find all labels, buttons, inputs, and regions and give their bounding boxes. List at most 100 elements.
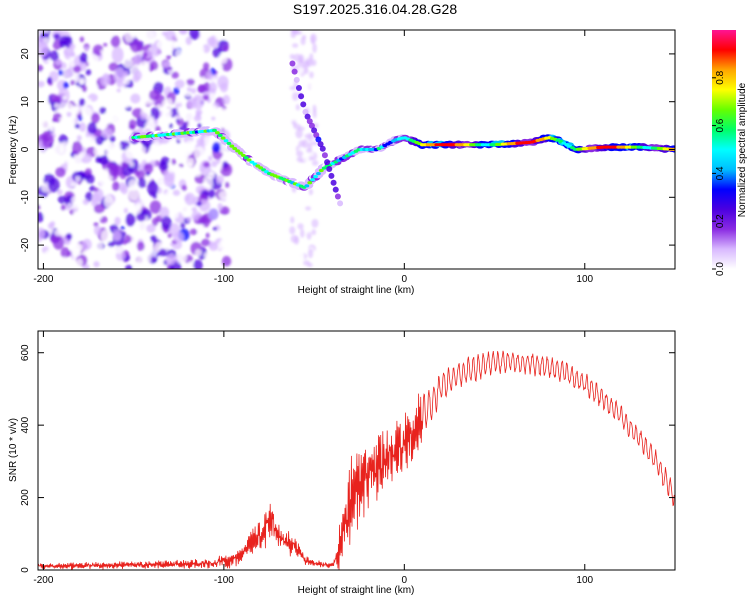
noise-blob — [103, 42, 108, 47]
colorbar-tick-label: 0.4 — [715, 166, 726, 180]
noise-blob — [62, 95, 68, 101]
noise-blob — [114, 246, 124, 254]
noise-blob — [69, 43, 76, 50]
noise-blob — [38, 195, 46, 206]
ridge-core — [217, 133, 223, 137]
noise-blob — [146, 224, 156, 233]
secondary-ridge-blob — [317, 141, 324, 148]
noise-blob — [189, 30, 200, 40]
secondary-ridge-blob — [319, 145, 326, 152]
noise-blob — [175, 119, 180, 123]
noise-blob — [299, 228, 305, 238]
noise-blob — [94, 165, 101, 171]
noise-blob — [123, 207, 128, 214]
noise-blob — [174, 79, 185, 89]
noise-blob — [63, 81, 69, 89]
noise-blob — [70, 79, 75, 86]
noise-blob — [188, 119, 195, 129]
noise-blob — [207, 155, 213, 162]
noise-blob — [177, 250, 188, 264]
y-tick-label: -20 — [20, 237, 31, 252]
noise-blob — [196, 138, 205, 145]
noise-blob — [60, 204, 66, 211]
figure-title: S197.2025.316.04.28.G28 — [292, 1, 458, 17]
y-tick-label: 200 — [20, 489, 31, 506]
noise-blob — [124, 30, 134, 43]
noise-blob — [288, 152, 293, 162]
snr-panel: -200 -100 0 100 0 200 400 600 Height of straigh… — [8, 330, 676, 596]
noise-blob — [76, 258, 83, 267]
noise-blob — [100, 89, 106, 97]
noise-blob — [185, 36, 192, 45]
noise-blob — [95, 135, 105, 146]
noise-blob — [85, 191, 93, 202]
secondary-ridge-blob — [300, 101, 307, 108]
noise-blob — [48, 177, 60, 193]
noise-blob — [290, 161, 296, 170]
noise-blob — [177, 106, 186, 113]
noise-blob — [125, 146, 136, 159]
noise-blob — [196, 201, 202, 207]
noise-blob — [290, 234, 299, 243]
ridge-core — [243, 156, 249, 160]
ridge-core — [232, 146, 238, 151]
secondary-ridge-blob — [332, 186, 339, 193]
noise-blob — [184, 192, 196, 206]
noise-blob — [186, 216, 192, 222]
noise-blob — [178, 190, 186, 200]
noise-blob — [81, 85, 88, 93]
noise-blob — [175, 48, 182, 58]
noise-blob — [71, 247, 81, 257]
x-tick-label: -200 — [33, 575, 53, 586]
noise-blob — [127, 49, 133, 54]
noise-blob — [214, 229, 223, 238]
noise-blob — [65, 125, 77, 135]
noise-blob — [182, 122, 187, 128]
noise-blob — [137, 177, 147, 189]
noise-blob — [49, 202, 60, 216]
noise-blob — [125, 264, 133, 269]
noise-blob — [150, 234, 157, 243]
secondary-ridge-blob — [306, 118, 313, 125]
noise-blob — [128, 239, 138, 250]
noise-blob — [300, 165, 306, 172]
noise-blob — [132, 74, 140, 83]
noise-blob — [218, 190, 230, 200]
secondary-ridge-blob — [311, 127, 318, 134]
noise-blob — [222, 94, 231, 105]
ridge-core — [235, 149, 240, 153]
noise-blob — [217, 64, 224, 70]
x-tick-label: 100 — [576, 274, 593, 285]
noise-blob — [108, 164, 120, 177]
noise-blob — [42, 133, 55, 149]
noise-blob — [55, 59, 63, 66]
noise-blob — [303, 82, 312, 90]
noise-blob — [128, 161, 134, 168]
noise-blob — [174, 166, 185, 180]
noise-blob — [50, 220, 56, 227]
noise-blob — [148, 89, 160, 101]
noise-blob — [193, 259, 203, 269]
noise-blob — [218, 54, 228, 64]
noise-blob — [160, 156, 170, 165]
noise-blob — [152, 217, 159, 227]
noise-blob — [309, 53, 314, 61]
noise-blob — [71, 140, 83, 156]
noise-blob — [299, 192, 307, 198]
noise-blob — [312, 237, 320, 246]
noise-blob — [87, 54, 99, 66]
noise-blob — [93, 225, 102, 236]
noise-blob — [306, 224, 311, 234]
x-tick-label: -100 — [214, 575, 234, 586]
noise-blob — [53, 33, 61, 40]
colorbar-tick-label: 0.0 — [715, 262, 726, 276]
noise-blob — [172, 189, 181, 196]
noise-blob — [85, 69, 92, 76]
noise-blob — [166, 98, 173, 107]
noise-blob — [178, 199, 186, 209]
ridge-core — [313, 175, 318, 179]
secondary-ridge-blob — [328, 172, 335, 179]
secondary-ridge-blob — [324, 159, 331, 166]
noise-blob — [197, 84, 206, 94]
noise-blob — [111, 46, 124, 64]
